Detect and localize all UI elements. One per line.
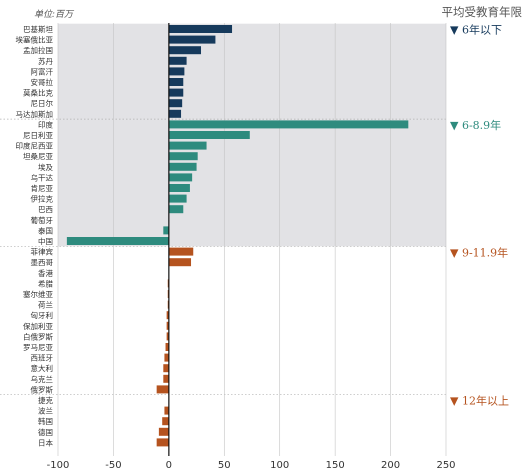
category-label-31: 西班牙 bbox=[31, 353, 54, 363]
bar-1 bbox=[168, 35, 216, 44]
x-tick-labels: -100 -50 0 50 100 150 200 250 bbox=[47, 460, 456, 471]
bar-5 bbox=[168, 78, 184, 86]
category-label-11: 印度尼西亚 bbox=[16, 141, 54, 151]
bar-17 bbox=[168, 205, 184, 214]
category-label-33: 乌克兰 bbox=[31, 374, 54, 384]
bar-34 bbox=[156, 385, 169, 394]
group-band-0 bbox=[58, 23, 446, 120]
category-label-9: 印度 bbox=[38, 119, 53, 129]
category-label-30: 罗马尼亚 bbox=[23, 343, 53, 352]
category-label-37: 韩国 bbox=[38, 416, 53, 426]
x-tick-4: 100 bbox=[270, 460, 289, 471]
group-label-2: ▼ 9-11.9年 bbox=[450, 245, 508, 259]
bar-32 bbox=[163, 364, 169, 373]
bar-21 bbox=[168, 247, 194, 256]
category-label-29: 白俄罗斯 bbox=[23, 331, 53, 341]
category-label-1: 埃塞俄比亚 bbox=[16, 35, 54, 45]
x-tick-1: -50 bbox=[105, 460, 121, 471]
category-label-25: 塞尔维亚 bbox=[23, 289, 53, 299]
category-label-39: 日本 bbox=[38, 437, 53, 447]
x-tick-3: 50 bbox=[218, 460, 231, 471]
bar-38 bbox=[158, 427, 169, 436]
category-label-2: 孟加拉国 bbox=[23, 45, 53, 55]
category-label-36: 波兰 bbox=[38, 406, 53, 416]
bar-30 bbox=[165, 343, 169, 351]
group-bands bbox=[58, 23, 446, 247]
category-label-7: 尼日尔 bbox=[31, 98, 54, 108]
category-label-22: 墨西哥 bbox=[31, 258, 54, 267]
group-band-1 bbox=[58, 119, 446, 247]
category-label-14: 乌干达 bbox=[31, 172, 54, 182]
legend-title: 平均受教育年限 bbox=[442, 5, 523, 19]
bar-39 bbox=[156, 438, 169, 447]
bar-33 bbox=[163, 374, 169, 383]
category-label-34: 俄罗斯 bbox=[31, 384, 54, 394]
category-label-32: 意大利 bbox=[31, 363, 54, 373]
x-tick-5: 150 bbox=[326, 460, 345, 471]
category-labels: 巴基斯坦埃塞俄比亚孟加拉国苏丹阿富汗安哥拉莫桑比克尼日尔马达加斯加印度尼日利亚印… bbox=[16, 24, 54, 447]
group-label-3: ▼ 12年以上 bbox=[450, 394, 509, 408]
bar-12 bbox=[168, 152, 198, 161]
bar-36 bbox=[164, 406, 169, 415]
bar-31 bbox=[164, 353, 169, 362]
bar-16 bbox=[168, 194, 187, 203]
bar-7 bbox=[168, 99, 183, 108]
category-label-38: 德国 bbox=[38, 427, 53, 437]
category-label-10: 尼日利亚 bbox=[23, 130, 53, 140]
category-label-6: 莫桑比克 bbox=[23, 88, 53, 98]
category-label-4: 阿富汗 bbox=[31, 66, 54, 76]
bar-10 bbox=[168, 131, 250, 139]
bar-8 bbox=[168, 109, 182, 118]
category-label-5: 安哥拉 bbox=[31, 77, 54, 87]
x-tick-2: 0 bbox=[166, 460, 172, 471]
bars bbox=[66, 25, 409, 447]
category-label-21: 菲律宾 bbox=[31, 247, 54, 257]
category-label-26: 荷兰 bbox=[38, 300, 53, 310]
bar-14 bbox=[168, 173, 193, 182]
bar-13 bbox=[168, 162, 197, 171]
category-label-16: 伊拉克 bbox=[31, 194, 54, 204]
category-label-23: 香港 bbox=[38, 268, 53, 278]
unit-label: 单位:百万 bbox=[34, 10, 74, 20]
x-tick-7: 250 bbox=[436, 460, 455, 471]
bar-37 bbox=[162, 417, 169, 426]
category-label-12: 坦桑尼亚 bbox=[23, 151, 53, 161]
bar-2 bbox=[168, 46, 202, 55]
category-label-3: 苏丹 bbox=[38, 56, 53, 66]
category-label-19: 泰国 bbox=[38, 225, 53, 235]
bar-6 bbox=[168, 88, 184, 97]
bar-15 bbox=[168, 184, 190, 192]
bar-19 bbox=[163, 226, 169, 235]
bar-28 bbox=[166, 321, 169, 330]
category-label-8: 马达加斯加 bbox=[16, 109, 54, 119]
category-label-18: 葡萄牙 bbox=[31, 215, 54, 225]
category-label-24: 希腊 bbox=[38, 278, 53, 288]
x-tick-0: -100 bbox=[47, 460, 70, 471]
category-label-20: 中国 bbox=[38, 236, 53, 246]
category-label-17: 巴西 bbox=[38, 205, 53, 214]
bar-11 bbox=[168, 141, 207, 150]
category-label-15: 肯尼亚 bbox=[31, 183, 54, 193]
x-tick-6: 200 bbox=[381, 460, 400, 471]
bar-9 bbox=[168, 120, 409, 129]
group-label-0: ▼ 6年以下 bbox=[450, 23, 502, 37]
bar-4 bbox=[168, 67, 185, 76]
gridlines bbox=[0, 23, 447, 456]
bar-27 bbox=[166, 311, 169, 320]
group-label-1: ▼ 6-8.9年 bbox=[450, 118, 501, 132]
bar-3 bbox=[168, 56, 187, 65]
category-label-0: 巴基斯坦 bbox=[23, 24, 53, 34]
category-label-27: 匈牙利 bbox=[31, 310, 54, 320]
bar-20 bbox=[66, 237, 169, 245]
category-label-28: 保加利亚 bbox=[23, 321, 53, 331]
category-label-13: 埃及 bbox=[38, 162, 53, 172]
bar-22 bbox=[168, 258, 192, 267]
bar-0 bbox=[168, 25, 233, 33]
category-label-35: 捷克 bbox=[38, 395, 53, 405]
bar-29 bbox=[166, 332, 169, 341]
